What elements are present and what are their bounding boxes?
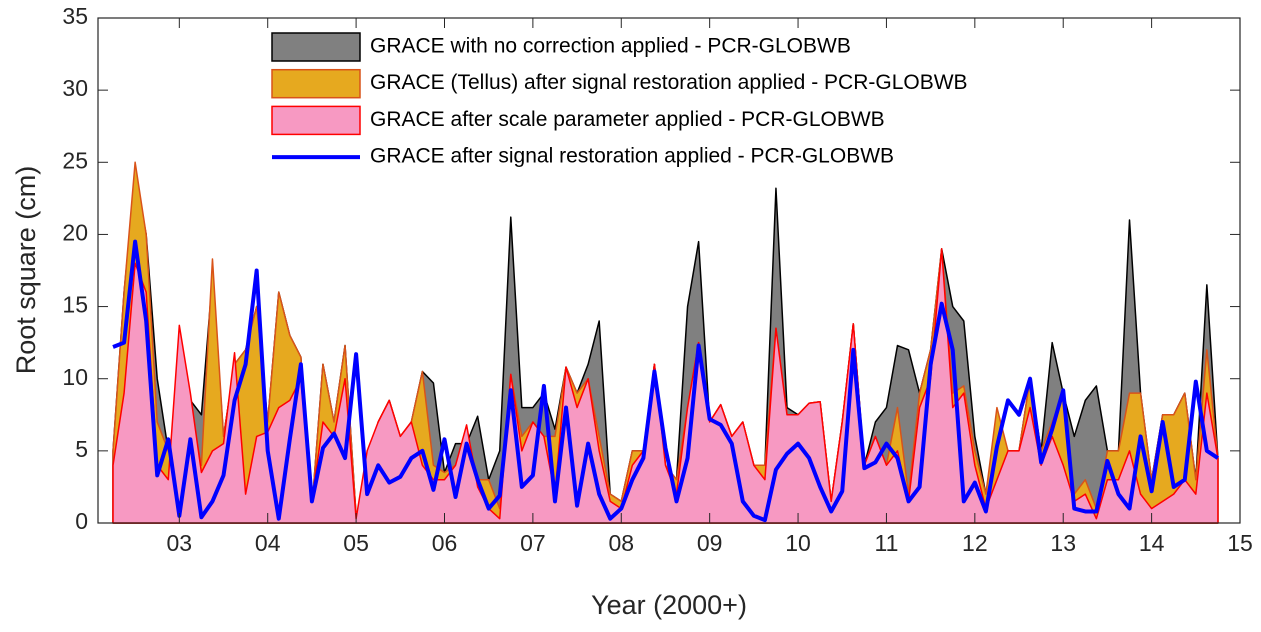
legend-label: GRACE after signal restoration applied -… (370, 145, 894, 168)
y-axis-label: Root square (cm) (11, 166, 41, 375)
x-tick-label: 06 (432, 530, 458, 556)
x-axis-label: Year (2000+) (591, 590, 747, 620)
y-tick-label: 15 (62, 292, 88, 318)
x-tick-label: 08 (608, 530, 634, 556)
legend-swatch (271, 105, 361, 136)
x-tick-label: 15 (1227, 530, 1253, 556)
legend-label: GRACE with no correction applied - PCR-G… (370, 35, 851, 58)
x-tick-label: 07 (520, 530, 546, 556)
y-tick-label: 20 (62, 220, 88, 246)
x-tick-label: 04 (255, 530, 281, 556)
x-tick-label: 10 (785, 530, 811, 556)
plot-frame (97, 17, 1241, 524)
x-tick-label: 13 (1050, 530, 1076, 556)
x-tick-label: 12 (962, 530, 988, 556)
y-tick-label: 10 (62, 364, 88, 390)
y-tick-label: 30 (62, 75, 88, 101)
legend-label: GRACE (Tellus) after signal restoration … (370, 71, 968, 94)
y-tick-label: 0 (75, 508, 88, 534)
x-tick-label: 11 (874, 530, 898, 556)
legend-swatch (271, 32, 361, 62)
legend-swatch (271, 68, 361, 99)
y-tick-label: 25 (62, 147, 88, 173)
line (112, 239, 1219, 523)
legend-label: GRACE after scale parameter applied - PC… (370, 108, 885, 131)
y-tick-label: 5 (75, 436, 88, 462)
x-tick-label: 14 (1139, 530, 1165, 556)
x-tick-label: 05 (343, 530, 369, 556)
x-tick-label: 03 (167, 530, 193, 556)
x-tick-label: 09 (697, 530, 723, 556)
y-tick-label: 35 (62, 3, 88, 29)
